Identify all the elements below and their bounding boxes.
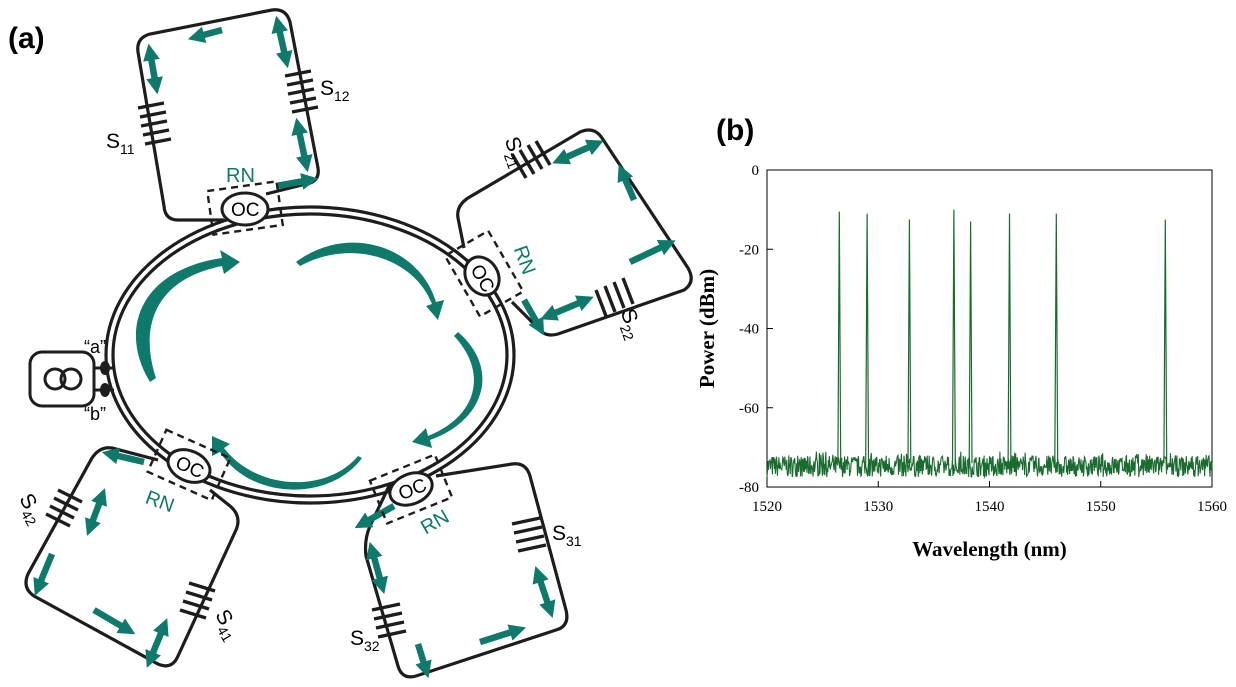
infinity-icon (43, 367, 67, 391)
oc-label-1: OC (231, 200, 260, 221)
grating-s22 (594, 277, 635, 317)
rn-box-3 (368, 453, 454, 525)
coupler-4 (166, 448, 212, 484)
sensor-loop-3: S31 S32 OC RN (350, 453, 582, 679)
spectral-peak-8 (1163, 219, 1168, 464)
grating-s21 (510, 140, 552, 179)
port-b-dot (100, 383, 110, 397)
coupler-1 (220, 191, 270, 227)
spectral-peak-2 (865, 213, 870, 464)
port-a-label: “a” (84, 337, 106, 357)
x-tick-label: 1540 (975, 499, 1005, 515)
plot-frame (766, 169, 1213, 488)
sensor-label-s32: S32 (350, 627, 380, 654)
y-tick-label: -60 (739, 401, 759, 417)
rn-box-1 (205, 179, 285, 237)
grating-s32 (371, 602, 407, 639)
x-tick-label: 1530 (863, 499, 893, 515)
panel-b-label: (b) (716, 114, 754, 147)
x-tick-label: 1550 (1086, 499, 1116, 515)
sensor-loop-2: S21 S22 OC RN (443, 128, 693, 343)
grating-s42 (45, 488, 83, 528)
rn-label-4: RN (142, 487, 177, 518)
main-ring-outer (104, 205, 516, 505)
source-detector: “a” “b” (28, 337, 114, 424)
spectral-peak-5 (968, 221, 973, 464)
grating-s12 (284, 69, 319, 114)
grating-s41 (179, 581, 216, 620)
ring-flow-arrows (135, 242, 483, 490)
y-tick-label: -20 (739, 242, 759, 258)
loop1-arrows (143, 15, 319, 190)
noise-floor (766, 451, 1213, 479)
spectral-peak-4 (951, 209, 956, 464)
loop3-arrows (354, 503, 556, 679)
loop4-arrows (33, 447, 169, 668)
x-tick-label: 1520 (752, 499, 782, 515)
spectral-peak-3 (907, 219, 912, 464)
coupler-3 (388, 471, 434, 507)
y-tick-label: -40 (739, 322, 759, 338)
coupler-2 (463, 255, 501, 297)
x-axis-title: Wavelength (nm) (912, 537, 1067, 561)
sensor-label-s42: S42 (11, 490, 49, 529)
rn-label-1: RN (226, 165, 255, 187)
spectral-peak-6 (1007, 213, 1012, 464)
sensor-label-s41: S41 (207, 606, 245, 645)
sensor-label-s31: S31 (552, 522, 582, 549)
port-a-dot (100, 361, 110, 375)
sensor-label-s22: S22 (612, 306, 648, 343)
y-tick-label: -80 (739, 480, 759, 496)
sensor-label-s12: S12 (320, 77, 350, 104)
panel-b-chart: (b) 0 -20 -40 -60 -80 1520 1530 1540 1550 1560 Wav… (695, 114, 1227, 561)
port-b-label: “b” (84, 404, 106, 424)
sensor-label-s11: S11 (106, 130, 135, 157)
y-tick-label: 0 (752, 163, 760, 179)
rn-label-3: RN (417, 506, 453, 539)
x-tick-label: 1560 (1197, 499, 1227, 515)
spectrum-plot: 0 -20 -40 -60 -80 1520 1530 1540 1550 1560 Wavelen… (695, 163, 1227, 561)
panel-a-diagram: (a) “a” “b” (8, 8, 693, 679)
panel-a-label: (a) (8, 22, 45, 55)
grating-s11 (137, 101, 172, 146)
grating-s31 (511, 516, 547, 553)
sensor-loop-4: S42 S41 OC RN (11, 428, 245, 668)
loop2-arrows (521, 139, 676, 336)
spectral-peak-7 (1054, 213, 1059, 464)
y-axis-title: Power (dBm) (695, 269, 719, 388)
main-ring-inner (111, 212, 509, 498)
sensor-loop-1: S11 S12 OC RN (106, 8, 350, 237)
spectral-peak-1 (837, 211, 842, 464)
